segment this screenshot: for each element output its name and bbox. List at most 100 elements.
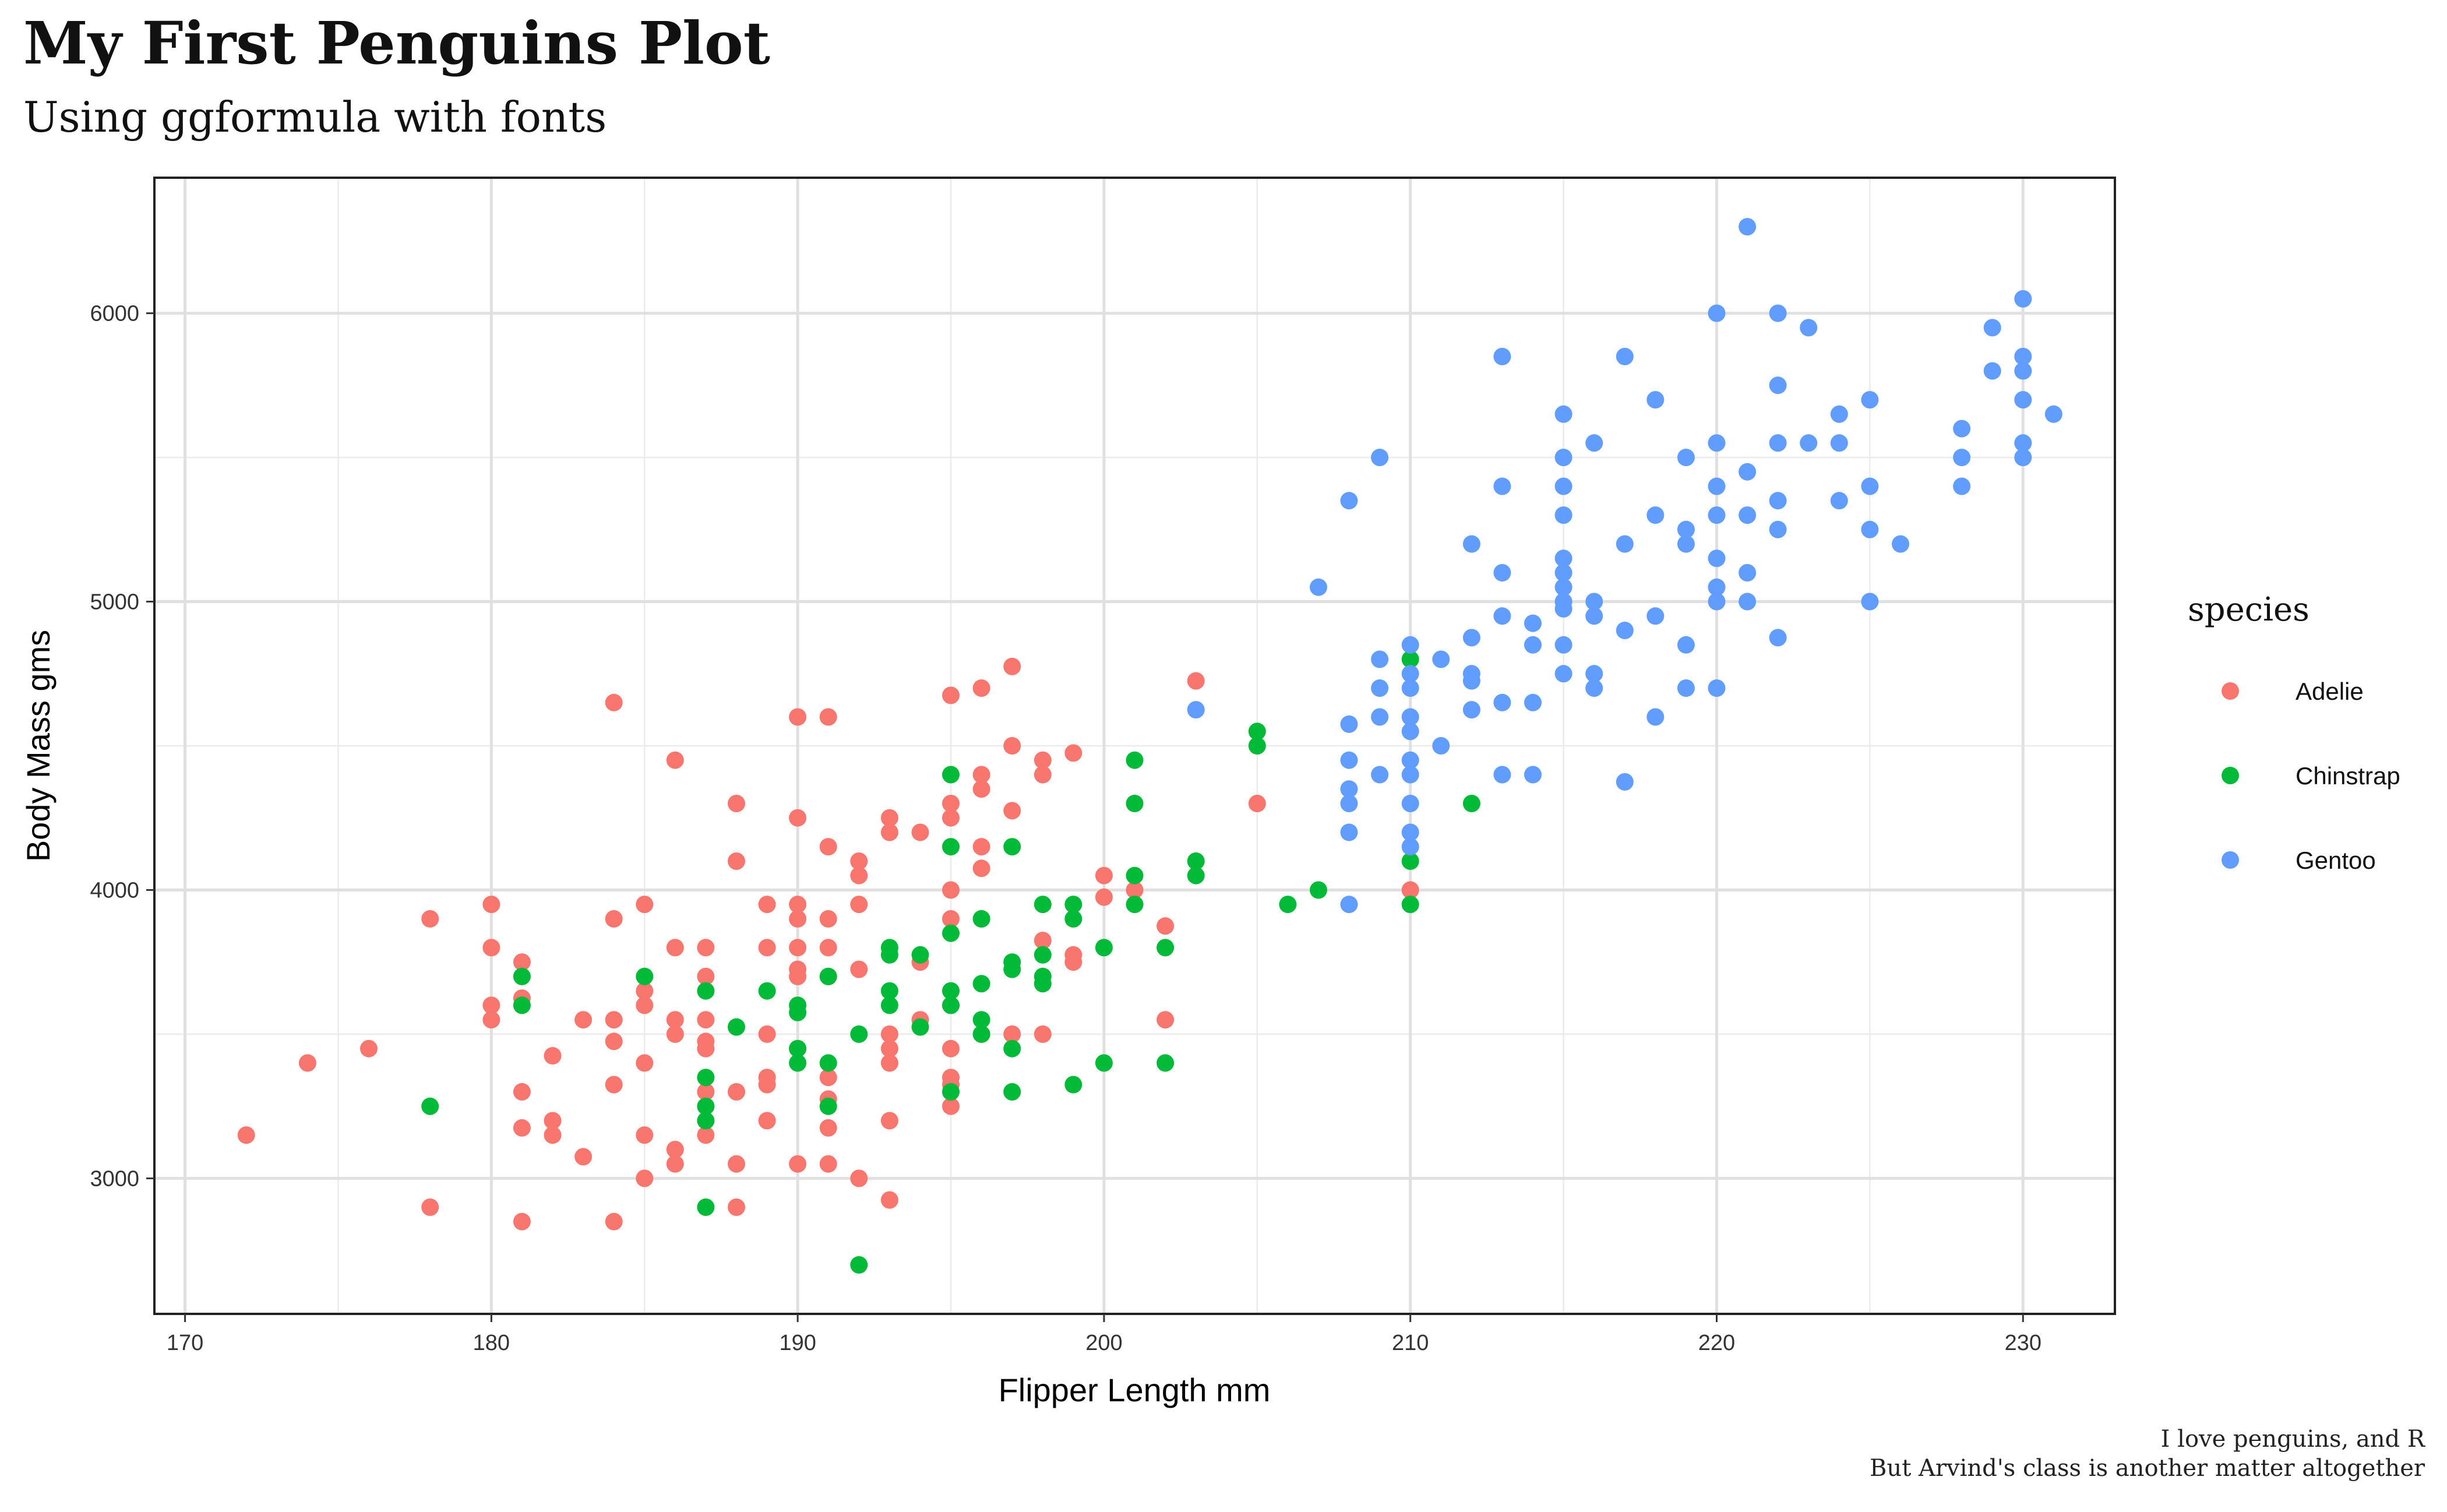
data-point-chinstrap	[911, 946, 929, 964]
data-point-adelie	[1187, 672, 1205, 690]
data-point-gentoo	[1401, 795, 1419, 812]
data-point-gentoo	[1585, 434, 1603, 452]
data-point-gentoo	[1310, 578, 1327, 596]
data-point-gentoo	[1401, 679, 1419, 697]
data-point-gentoo	[1554, 477, 1572, 495]
data-point-gentoo	[1616, 347, 1634, 365]
data-point-gentoo	[1524, 693, 1542, 711]
data-point-adelie	[1003, 802, 1021, 820]
data-point-chinstrap	[697, 1069, 715, 1087]
y-tick-label: 5000	[90, 590, 139, 615]
data-point-adelie	[574, 1011, 593, 1029]
data-point-adelie	[636, 1126, 654, 1144]
data-point-gentoo	[1800, 434, 1818, 452]
data-point-adelie	[421, 910, 439, 928]
data-point-gentoo	[1340, 780, 1358, 798]
data-point-gentoo	[1585, 593, 1603, 611]
data-point-adelie	[636, 1169, 654, 1187]
data-point-adelie	[697, 1039, 715, 1058]
data-point-gentoo	[1708, 304, 1726, 322]
data-point-adelie	[513, 1213, 531, 1231]
data-point-gentoo	[1401, 722, 1419, 741]
data-point-chinstrap	[819, 967, 837, 985]
data-point-adelie	[697, 967, 715, 985]
data-point-adelie	[972, 766, 990, 784]
data-point-adelie	[544, 1047, 562, 1065]
data-point-adelie	[1401, 881, 1419, 899]
data-points	[237, 218, 2062, 1274]
data-point-chinstrap	[942, 1083, 960, 1101]
data-point-gentoo	[1830, 492, 1848, 510]
data-point-adelie	[789, 1155, 807, 1173]
data-point-gentoo	[1585, 665, 1603, 683]
data-point-gentoo	[1493, 607, 1511, 625]
y-tick-label: 6000	[90, 302, 139, 326]
x-tick-label: 230	[2005, 1331, 2041, 1355]
data-point-adelie	[819, 939, 837, 957]
data-point-adelie	[850, 866, 868, 884]
data-point-adelie	[819, 910, 837, 928]
data-point-adelie	[605, 1011, 623, 1029]
data-point-adelie	[636, 982, 654, 1000]
data-point-gentoo	[1708, 477, 1726, 495]
data-point-adelie	[942, 910, 960, 928]
data-point-adelie	[789, 967, 807, 985]
data-point-chinstrap	[1003, 1083, 1021, 1101]
data-point-adelie	[880, 809, 898, 827]
data-point-chinstrap	[850, 1256, 868, 1274]
data-point-adelie	[666, 751, 684, 769]
legend-label-chinstrap: Chinstrap	[2296, 762, 2400, 790]
data-point-adelie	[421, 1198, 439, 1216]
legend-key-adelie	[2222, 682, 2239, 700]
data-point-gentoo	[1708, 549, 1726, 568]
chart-subtitle: Using ggformula with fonts	[23, 93, 607, 142]
data-point-adelie	[880, 1191, 898, 1209]
data-point-gentoo	[1493, 347, 1511, 365]
data-point-chinstrap	[1187, 852, 1205, 870]
data-point-adelie	[605, 1032, 623, 1051]
data-point-gentoo	[1401, 823, 1419, 841]
data-point-chinstrap	[1156, 1054, 1175, 1072]
data-point-adelie	[666, 1140, 684, 1158]
data-point-gentoo	[1401, 636, 1419, 654]
data-point-adelie	[789, 809, 807, 827]
data-point-adelie	[819, 1155, 837, 1173]
data-point-adelie	[697, 1011, 715, 1029]
data-point-chinstrap	[942, 982, 960, 1000]
data-point-gentoo	[1677, 449, 1695, 467]
data-point-chinstrap	[819, 1054, 837, 1072]
data-point-adelie	[1064, 953, 1083, 971]
data-point-adelie	[697, 1083, 715, 1101]
data-point-adelie	[513, 1119, 531, 1137]
data-point-gentoo	[1401, 665, 1419, 683]
data-point-adelie	[544, 1112, 562, 1130]
data-point-chinstrap	[1279, 896, 1297, 914]
data-point-gentoo	[1739, 593, 1757, 611]
data-point-adelie	[1034, 932, 1052, 950]
data-point-chinstrap	[1034, 946, 1052, 964]
data-point-gentoo	[2014, 449, 2032, 467]
data-point-gentoo	[1983, 319, 2001, 337]
data-point-adelie	[789, 939, 807, 957]
data-point-gentoo	[1493, 477, 1511, 495]
legend-key-chinstrap	[2222, 767, 2239, 784]
data-point-adelie	[880, 1025, 898, 1043]
data-point-chinstrap	[1248, 722, 1266, 741]
grid	[154, 178, 2115, 1314]
data-point-gentoo	[1371, 679, 1389, 697]
data-point-gentoo	[1524, 614, 1542, 632]
data-point-adelie	[482, 939, 500, 957]
caption-line-1: I love penguins, and R	[2160, 1426, 2425, 1453]
data-point-adelie	[666, 939, 684, 957]
data-point-chinstrap	[1310, 881, 1327, 899]
data-point-chinstrap	[1401, 896, 1419, 914]
data-point-adelie	[605, 910, 623, 928]
data-point-chinstrap	[697, 982, 715, 1000]
data-point-gentoo	[1401, 766, 1419, 784]
data-point-adelie	[789, 708, 807, 726]
data-point-adelie	[636, 896, 654, 914]
data-point-adelie	[819, 1069, 837, 1087]
data-point-adelie	[789, 896, 807, 914]
data-point-chinstrap	[1126, 896, 1144, 914]
x-tick-label: 170	[167, 1331, 203, 1355]
